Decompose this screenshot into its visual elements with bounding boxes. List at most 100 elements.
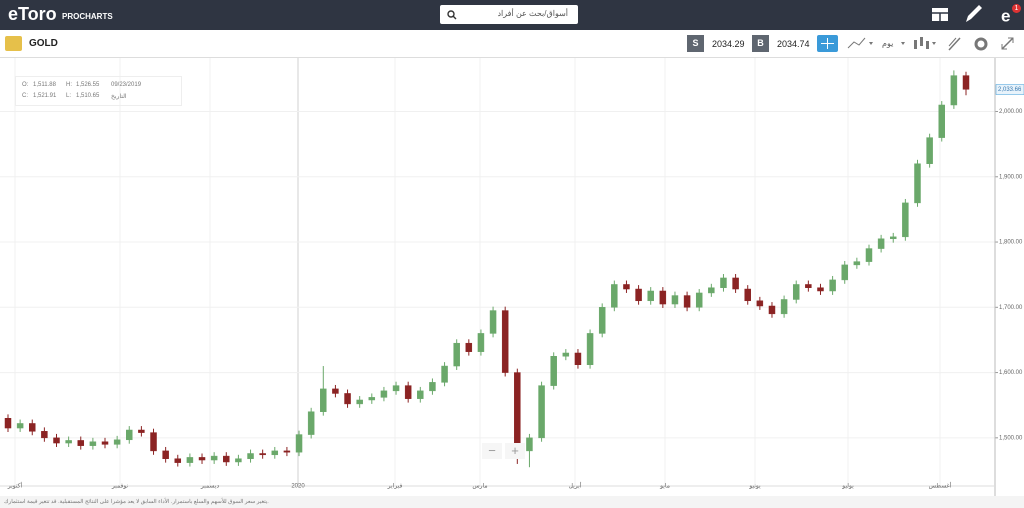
indicator-button[interactable]: [845, 30, 875, 57]
buy-button[interactable]: B: [752, 35, 769, 52]
candle-body: [101, 441, 109, 445]
period-select[interactable]: يوم: [882, 39, 894, 48]
candle-body: [77, 440, 85, 446]
candle-body: [695, 292, 703, 308]
search-placeholder: أسواق/بحث عن أفراد: [497, 9, 568, 18]
candle-body: [708, 287, 715, 294]
candle-body: [295, 434, 303, 453]
candle-body: [659, 290, 667, 305]
candle-body: [768, 305, 776, 315]
candle-body: [671, 295, 679, 305]
candle-body: [792, 284, 800, 300]
low-value: 1,510.65: [76, 93, 100, 99]
y-tick-label: 1,800.00: [999, 240, 1023, 246]
candle-body: [841, 264, 848, 281]
crosshair-button[interactable]: [817, 35, 838, 52]
candle-body: [926, 137, 933, 164]
candle-body: [223, 455, 230, 463]
y-tick-label: 1,600.00: [999, 370, 1023, 376]
high-label: H:: [66, 82, 72, 88]
top-bar: eToro PROCHARTS أسواق/بحث عن أفراد e 1: [0, 0, 1024, 30]
x-tick-label: أغسطس: [929, 481, 952, 490]
candle-body: [368, 397, 376, 401]
zoom-out[interactable]: −: [482, 443, 502, 459]
candle-body: [65, 440, 72, 444]
candle-body: [392, 385, 400, 392]
candle-body: [41, 431, 48, 439]
y-tick-label: 1,500.00: [999, 435, 1023, 441]
high-value: 1,526.55: [76, 82, 100, 88]
y-tick-label: 1,900.00: [999, 174, 1023, 180]
candle-body: [210, 455, 218, 461]
candle-body: [938, 104, 945, 138]
low-label: L:: [66, 93, 72, 99]
settings-button[interactable]: [974, 37, 988, 51]
candle-body: [417, 390, 424, 399]
candle-body: [259, 453, 266, 456]
candle-body: [635, 288, 642, 302]
candle-body: [514, 372, 521, 452]
candle-body: [805, 284, 812, 288]
zoom-in[interactable]: +: [505, 443, 525, 459]
candle-body: [271, 450, 279, 456]
candle-body: [598, 307, 606, 334]
close-value: 1,521.91: [33, 93, 57, 99]
candle-body: [550, 356, 557, 386]
chart-area: 1,500.00 1,600.00 1,700.00 1,800.00 1,900.00…: [0, 58, 1024, 496]
last-price-box: [995, 84, 1024, 95]
candle-body: [623, 284, 630, 290]
candle-body: [877, 238, 885, 249]
instrument-name[interactable]: GOLD: [29, 38, 58, 49]
y-tick-label: 1,700.00: [999, 305, 1023, 311]
candle-body: [453, 342, 460, 367]
candle-body: [501, 310, 509, 373]
candle-body: [914, 163, 921, 204]
x-tick-label: أبريل: [569, 481, 582, 490]
candle-body: [380, 390, 388, 398]
candle-body: [829, 279, 836, 292]
candle-body: [683, 295, 691, 308]
candle-body: [962, 75, 970, 90]
chart-type-button[interactable]: [914, 37, 936, 49]
search-box[interactable]: أسواق/بحث عن أفراد: [440, 5, 578, 24]
x-tick-label: يوليو: [841, 483, 854, 490]
sell-button[interactable]: S: [687, 35, 704, 52]
sell-price: 2034.29: [712, 39, 745, 49]
candle-body: [817, 287, 824, 292]
candle-body: [611, 284, 618, 308]
fullscreen-button[interactable]: [1001, 37, 1014, 50]
open-label: O:: [22, 82, 29, 88]
candle-body: [780, 299, 788, 315]
candle-body: [16, 423, 24, 429]
candle-body: [574, 352, 582, 365]
candle-body: [320, 388, 327, 412]
candle-body: [150, 432, 157, 452]
candle-body: [902, 202, 909, 238]
toolbar-icons: [901, 37, 1014, 51]
candle-body: [562, 352, 570, 357]
candle-body: [307, 411, 315, 435]
pen-icon[interactable]: [966, 5, 982, 22]
draw-button[interactable]: [948, 37, 961, 51]
candle-body: [732, 277, 739, 290]
candle-body: [356, 399, 363, 405]
buy-price: 2034.74: [777, 39, 810, 49]
notification-badge: 1: [1012, 4, 1021, 13]
candle-body: [89, 441, 97, 446]
candle-body: [235, 458, 242, 463]
candle-body: [404, 385, 412, 399]
profile-icon[interactable]: e: [1001, 6, 1010, 25]
candle-body: [126, 429, 133, 441]
candle-body: [29, 423, 36, 432]
candle-body: [853, 261, 861, 266]
candle-body: [247, 453, 254, 459]
instrument-icon: [5, 36, 22, 51]
x-tick-label: 2020: [291, 484, 305, 490]
x-tick-label: فبراير: [387, 483, 403, 490]
candle-body: [441, 365, 448, 383]
logo[interactable]: eToro: [8, 4, 57, 24]
candle-body: [586, 333, 594, 365]
open-value: 1,511.88: [33, 82, 56, 88]
top-icons: e: [932, 5, 1010, 25]
